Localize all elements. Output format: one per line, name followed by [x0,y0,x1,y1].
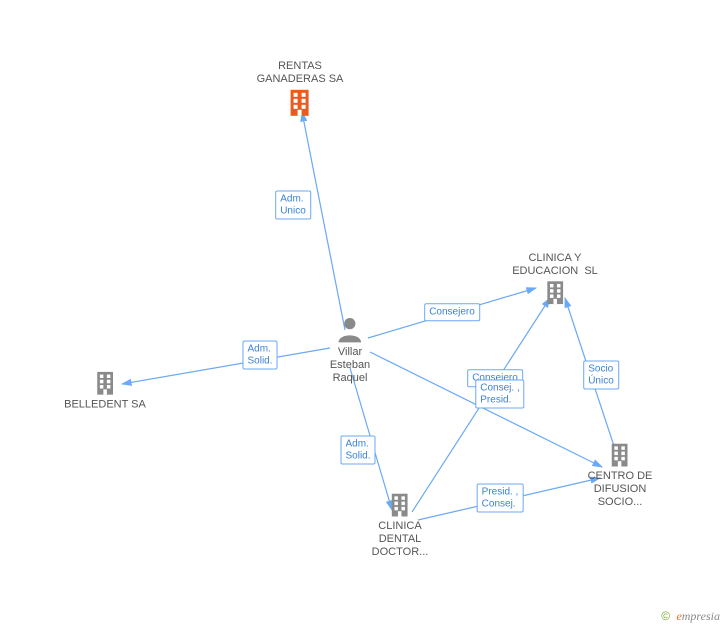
node-label: RENTAS GANADERAS SA [257,60,344,86]
node-label: CENTRO DE DIFUSION SOCIO... [588,470,653,510]
copyright-symbol: © [661,609,670,623]
network-diagram: RENTAS GANADERAS SA BELLEDENT SA Villar … [0,0,728,630]
node-clinyedu: CLINICA Y EDUCACION SL [512,252,598,308]
watermark: © empresia [661,609,720,624]
building-icon [257,86,344,118]
building-icon [64,368,146,396]
edge-line [302,112,345,330]
edge-label: Adm. Unico [275,191,311,220]
node-label: CLINICA Y EDUCACION SL [512,252,598,278]
node-centro: CENTRO DE DIFUSION SOCIO... [588,440,653,510]
node-label: CLINICA DENTAL DOCTOR... [372,520,429,560]
building-icon [588,440,653,468]
brand-rest: mpresia [682,609,720,623]
edge-label: Adm. Solid. [340,436,375,465]
edge-label: Consej. , Presid. [475,380,524,409]
edge-line [122,348,330,384]
node-clindent: CLINICA DENTAL DOCTOR... [372,490,429,560]
building-icon [512,278,598,306]
edge-label: Socio Único [583,361,619,390]
edge-label: Presid. , Consej. [477,484,524,513]
building-icon [372,490,429,518]
node-villar: Villar Esteban Raquel [330,314,370,386]
person-icon [330,314,370,344]
edge-label: Adm. Solid. [242,341,277,370]
node-rentas: RENTAS GANADERAS SA [257,60,344,120]
node-label: Villar Esteban Raquel [330,346,370,386]
node-belledent: BELLEDENT SA [64,368,146,411]
edge-label: Consejero [424,303,480,321]
node-label: BELLEDENT SA [64,398,146,411]
